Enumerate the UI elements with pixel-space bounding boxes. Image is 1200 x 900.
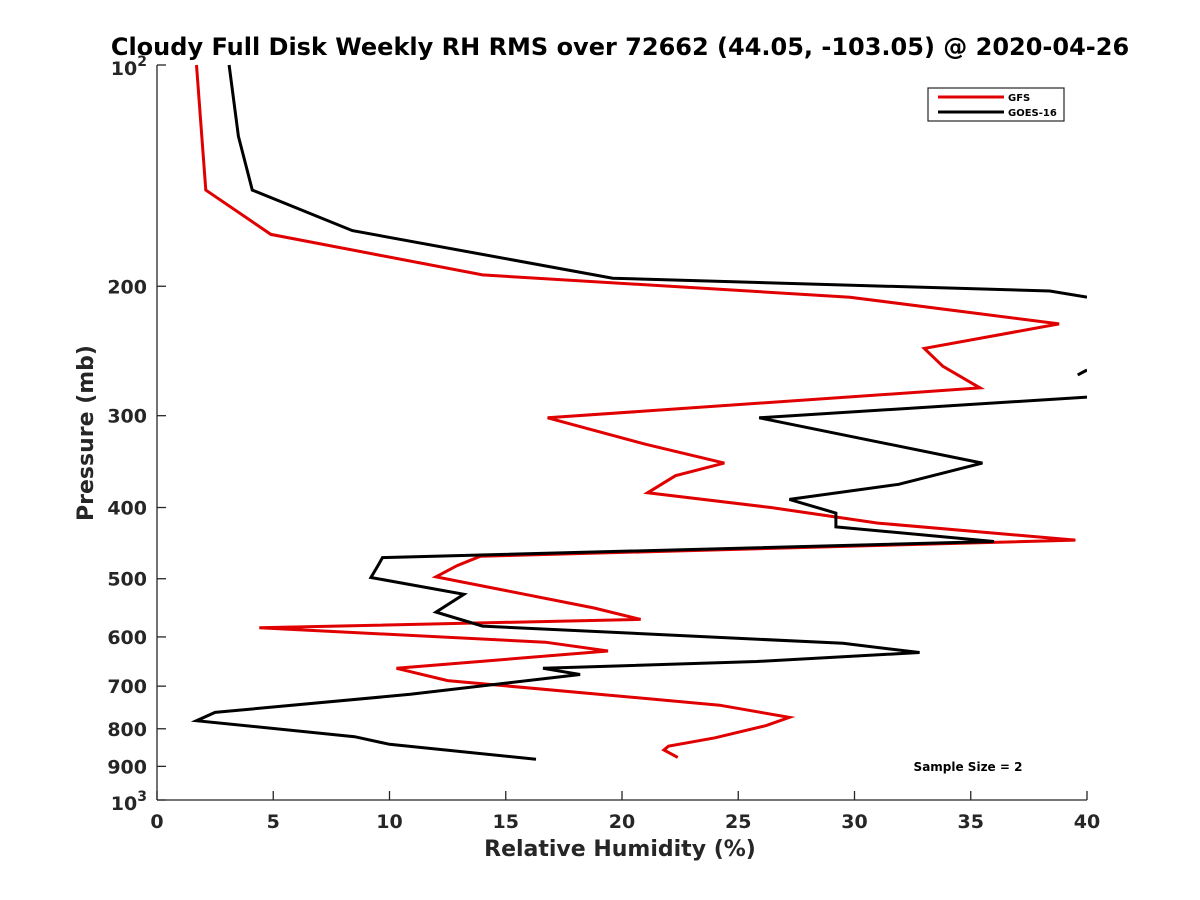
y-tick-label: 102 [111,54,147,80]
x-tick-label: 5 [267,811,280,833]
y-axis-ticks: 102 200 300 400 500 600 700 800 900 103 [107,54,166,815]
series-line-goes-16 [190,64,1087,761]
x-tick-label: 20 [609,811,635,833]
x-axis-label: Relative Humidity (%) [484,837,756,862]
x-tick-label: 0 [150,811,163,833]
y-tick-label: 600 [107,627,147,649]
y-tick-label: 200 [107,276,147,298]
y-tick-label: 800 [107,719,147,741]
plot-area [190,64,1087,761]
legend-box [927,87,1065,122]
legend-label-goes-16: GOES-16 [1008,108,1057,119]
sample-size-annotation: Sample Size = 2 [914,760,1023,774]
chart-title: Cloudy Full Disk Weekly RH RMS over 7266… [111,33,1129,61]
x-tick-label: 15 [493,811,519,833]
y-tick-label: 900 [107,756,147,778]
x-axis-ticks: 0 5 10 15 20 25 30 35 40 [150,791,1100,833]
legend: GFS GOES-16 [927,87,1065,122]
x-tick-label: 30 [841,811,867,833]
x-tick-label: 40 [1074,811,1100,833]
y-axis-label: Pressure (mb) [74,345,99,521]
y-tick-label: 400 [107,498,147,520]
y-tick-label: 700 [107,676,147,698]
x-tick-label: 35 [958,811,984,833]
y-tick-label: 500 [107,569,147,591]
legend-label-gfs: GFS [1008,93,1030,104]
x-tick-label: 10 [376,811,402,833]
x-tick-label: 25 [725,811,751,833]
y-tick-label: 103 [111,789,147,815]
y-tick-label: 300 [107,406,147,428]
